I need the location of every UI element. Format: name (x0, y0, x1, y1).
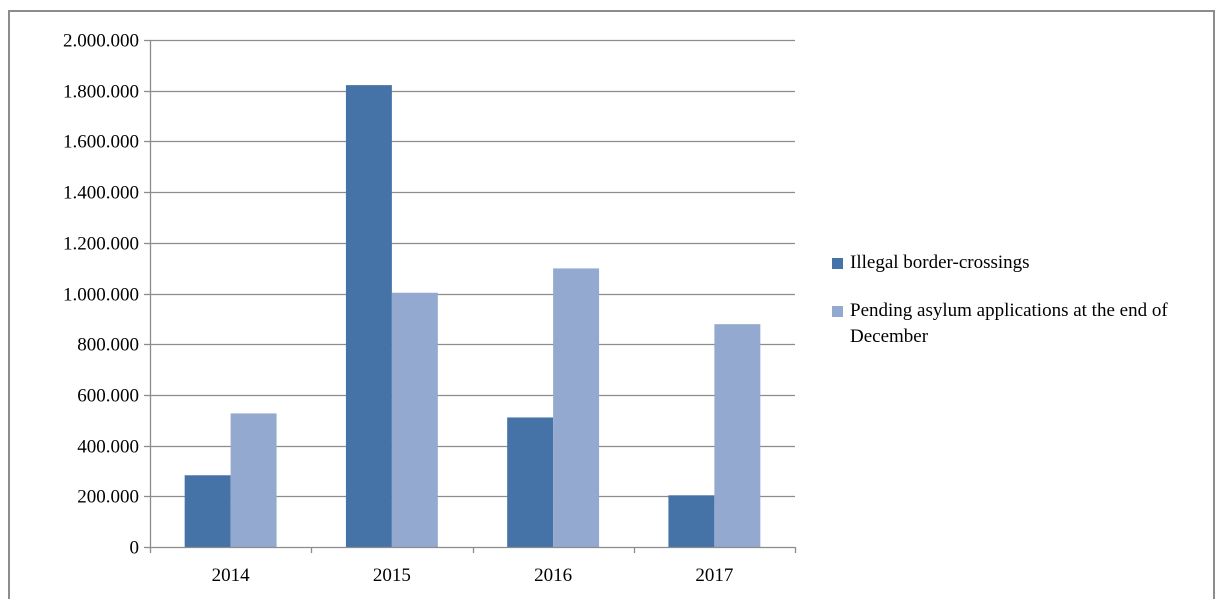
legend-item-illegal-border-crossings: Illegal border-crossings (832, 250, 1202, 276)
legend-label-series-2: Pending asylum applications at the end o… (850, 300, 1168, 347)
x-tick-label: 2015 (373, 565, 411, 586)
bar-pending-asylum-applications-2015 (391, 292, 438, 547)
axes (144, 39, 797, 553)
legend-swatch-series-1 (832, 258, 843, 269)
bar-illegal-border-crossings-2017 (668, 495, 715, 547)
y-tick-label: 0 (130, 538, 140, 559)
legend-item-pending-asylum-applications: Pending asylum applications at the end o… (832, 298, 1202, 350)
x-tick-label: 2016 (534, 565, 572, 586)
y-tick-label: 1.400.000 (63, 183, 139, 204)
chart-frame (8, 10, 1215, 599)
y-tick-label: 1.800.000 (63, 82, 139, 103)
y-tick-label: 1.200.000 (63, 234, 139, 255)
bar-illegal-border-crossings-2014 (184, 475, 231, 547)
y-tick-label: 1.600.000 (63, 132, 139, 153)
y-tick-label: 400.000 (77, 437, 139, 458)
y-tick-label: 200.000 (77, 487, 139, 508)
bar-pending-asylum-applications-2017 (714, 324, 761, 547)
y-tick-label: 1.000.000 (63, 285, 139, 306)
x-tick-label: 2014 (212, 565, 251, 586)
bar-pending-asylum-applications-2014 (230, 413, 277, 547)
bar-illegal-border-crossings-2015 (345, 85, 392, 548)
bars (184, 85, 761, 548)
y-tick-label: 2.000.000 (63, 31, 139, 52)
legend: Illegal border-crossings Pending asylum … (832, 250, 1202, 372)
y-tick-label: 600.000 (77, 386, 139, 407)
legend-label-series-1: Illegal border-crossings (850, 252, 1030, 273)
bar-illegal-border-crossings-2016 (507, 417, 554, 547)
legend-swatch-series-2 (832, 306, 843, 317)
y-tick-label: 800.000 (77, 335, 139, 356)
x-tick-labels: 2014 2015 2016 2017 (212, 565, 734, 586)
x-tick-label: 2017 (695, 565, 733, 586)
y-tick-labels: 0 200.000 400.000 600.000 800.000 1.000.000 1.… (63, 31, 139, 559)
bar-pending-asylum-applications-2016 (553, 268, 600, 547)
